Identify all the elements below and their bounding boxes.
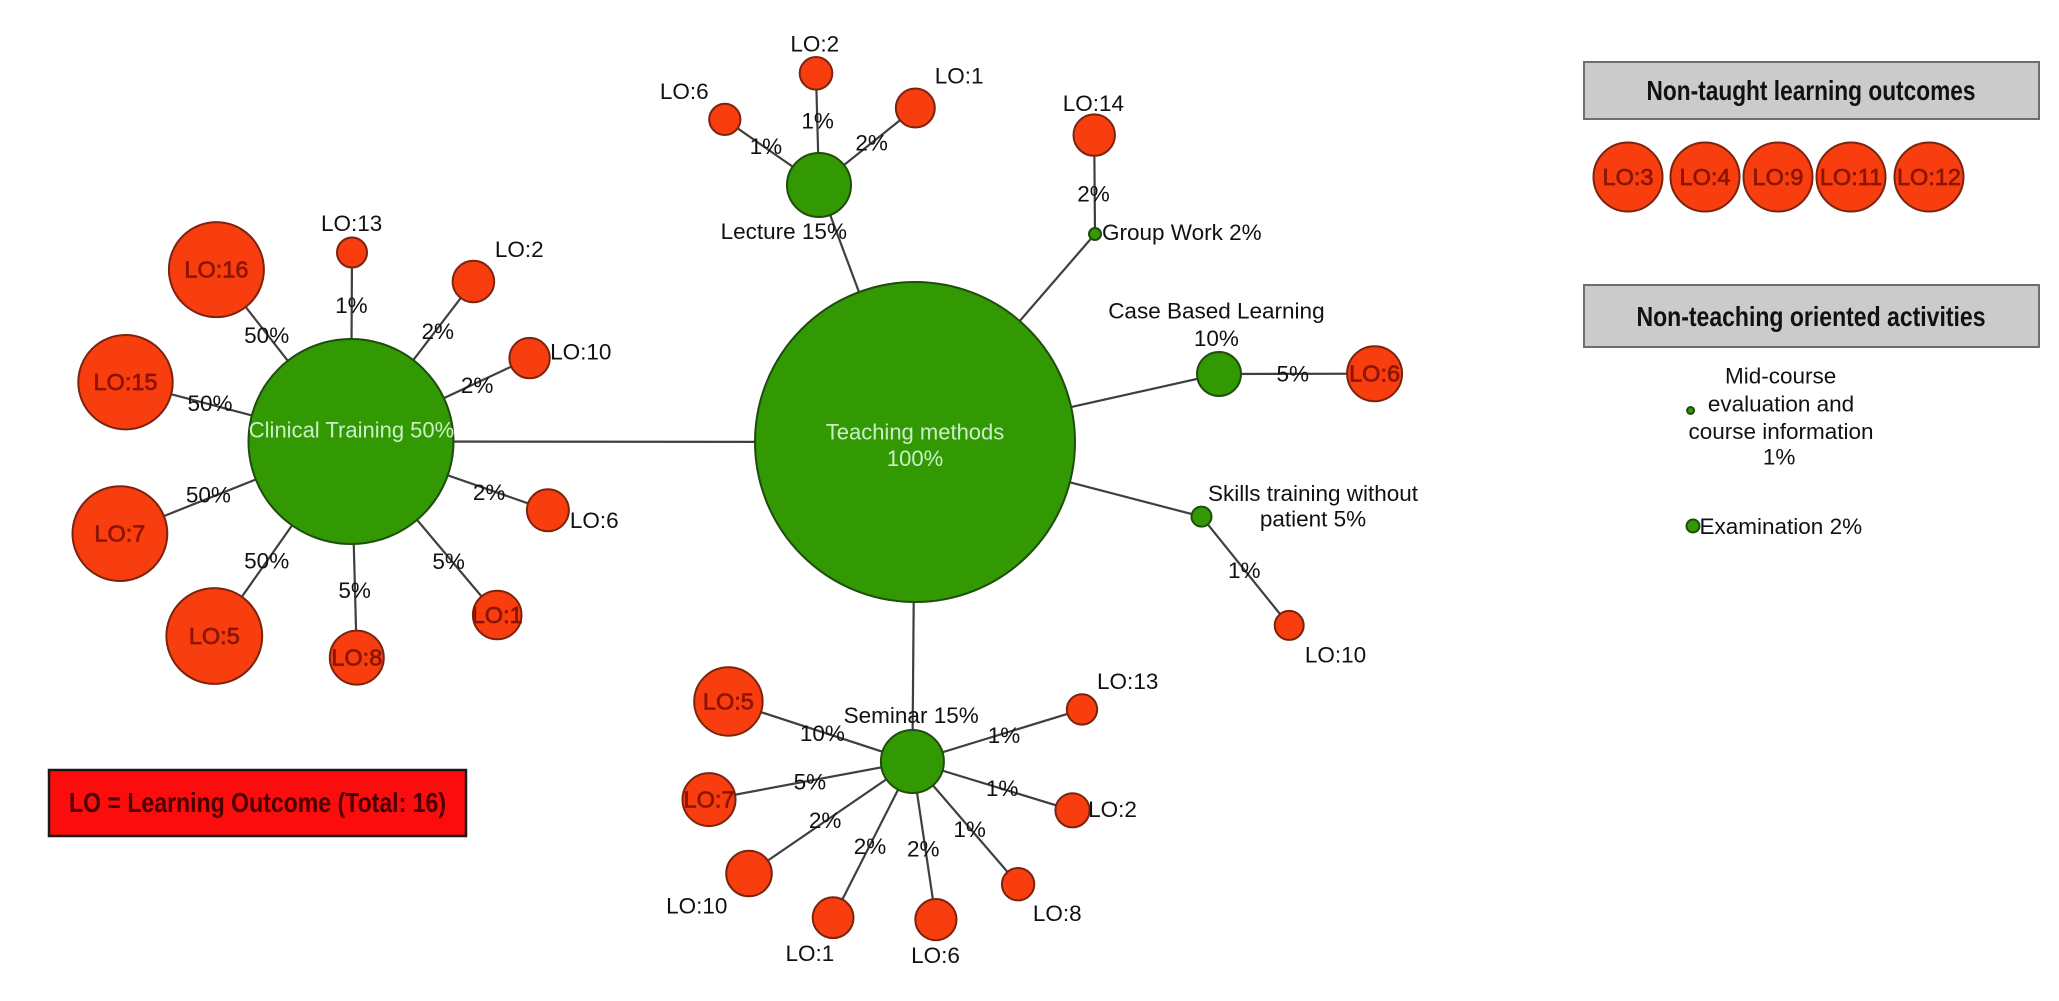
svg-text:2%: 2%: [907, 836, 940, 861]
svg-text:1%: 1%: [1228, 558, 1261, 583]
svg-text:LO:6: LO:6: [911, 943, 960, 968]
svg-text:1%: 1%: [953, 817, 986, 842]
svg-text:LO:9: LO:9: [1753, 164, 1804, 190]
svg-text:LO:14: LO:14: [1063, 91, 1124, 116]
svg-text:2%: 2%: [461, 373, 494, 398]
svg-text:50%: 50%: [187, 391, 232, 416]
svg-text:Mid-course: Mid-course: [1725, 364, 1836, 389]
svg-text:LO:16: LO:16: [184, 257, 248, 283]
svg-text:2%: 2%: [1077, 181, 1110, 206]
svg-text:LO:10: LO:10: [666, 894, 727, 919]
svg-text:LO = Learning Outcome (Total:: LO = Learning Outcome (Total: 16): [69, 787, 446, 818]
svg-text:LO:10: LO:10: [550, 340, 611, 365]
svg-text:10%: 10%: [1194, 326, 1239, 351]
svg-text:50%: 50%: [244, 549, 289, 574]
svg-text:course information: course information: [1688, 419, 1873, 444]
svg-text:Teaching methods: Teaching methods: [826, 420, 1005, 445]
svg-text:Lecture 15%: Lecture 15%: [721, 219, 847, 244]
svg-text:Non-teaching oriented activiti: Non-teaching oriented activities: [1637, 301, 1986, 332]
svg-text:LO:1: LO:1: [786, 941, 835, 966]
svg-text:LO:6: LO:6: [570, 508, 619, 533]
svg-text:LO:4: LO:4: [1680, 164, 1731, 190]
svg-text:LO:12: LO:12: [1897, 164, 1961, 190]
svg-text:patient 5%: patient 5%: [1260, 506, 1366, 531]
svg-text:1%: 1%: [1763, 445, 1796, 470]
svg-text:LO:2: LO:2: [495, 237, 544, 262]
svg-text:1%: 1%: [335, 293, 368, 318]
svg-text:5%: 5%: [1277, 362, 1310, 387]
svg-text:LO:15: LO:15: [93, 369, 157, 395]
svg-text:Group Work 2%: Group Work 2%: [1102, 220, 1262, 245]
svg-text:1%: 1%: [750, 134, 783, 159]
svg-text:LO:8: LO:8: [1033, 901, 1082, 926]
svg-text:LO:10: LO:10: [1305, 643, 1366, 668]
svg-text:2%: 2%: [854, 834, 887, 859]
svg-text:evaluation and: evaluation and: [1708, 392, 1854, 417]
svg-text:LO:11: LO:11: [1820, 164, 1882, 190]
svg-text:LO:13: LO:13: [1097, 669, 1158, 694]
svg-text:LO:5: LO:5: [189, 623, 240, 649]
svg-text:5%: 5%: [338, 578, 371, 603]
svg-text:LO:7: LO:7: [94, 521, 145, 547]
svg-text:50%: 50%: [244, 323, 289, 348]
svg-text:LO:7: LO:7: [684, 787, 735, 813]
svg-text:10%: 10%: [800, 721, 845, 746]
svg-text:LO:8: LO:8: [331, 645, 382, 671]
svg-text:LO:5: LO:5: [703, 689, 754, 715]
svg-text:100%: 100%: [887, 446, 943, 471]
svg-text:1%: 1%: [988, 723, 1021, 748]
svg-text:LO:2: LO:2: [790, 31, 839, 56]
svg-text:2%: 2%: [473, 480, 506, 505]
svg-text:1%: 1%: [801, 109, 834, 134]
svg-text:LO:3: LO:3: [1603, 164, 1654, 190]
svg-text:Skills training without: Skills training without: [1208, 481, 1419, 506]
svg-text:2%: 2%: [422, 319, 455, 344]
svg-text:LO:1: LO:1: [935, 63, 984, 88]
svg-text:50%: 50%: [186, 483, 231, 508]
svg-text:5%: 5%: [432, 549, 465, 574]
svg-text:Non-taught learning outcomes: Non-taught learning outcomes: [1647, 75, 1976, 106]
svg-text:Examination 2%: Examination 2%: [1700, 514, 1863, 539]
svg-text:Case Based Learning: Case Based Learning: [1108, 299, 1324, 324]
svg-text:Clinical Training 50%: Clinical Training 50%: [249, 417, 454, 442]
svg-text:LO:1: LO:1: [472, 602, 523, 628]
svg-text:5%: 5%: [794, 769, 827, 794]
svg-text:LO:6: LO:6: [1349, 361, 1400, 387]
svg-text:1%: 1%: [986, 776, 1019, 801]
svg-text:2%: 2%: [809, 808, 842, 833]
svg-text:LO:6: LO:6: [660, 79, 709, 104]
svg-text:LO:2: LO:2: [1088, 797, 1137, 822]
svg-text:LO:13: LO:13: [321, 211, 382, 236]
svg-text:Seminar 15%: Seminar 15%: [844, 703, 979, 728]
svg-text:2%: 2%: [855, 130, 888, 155]
